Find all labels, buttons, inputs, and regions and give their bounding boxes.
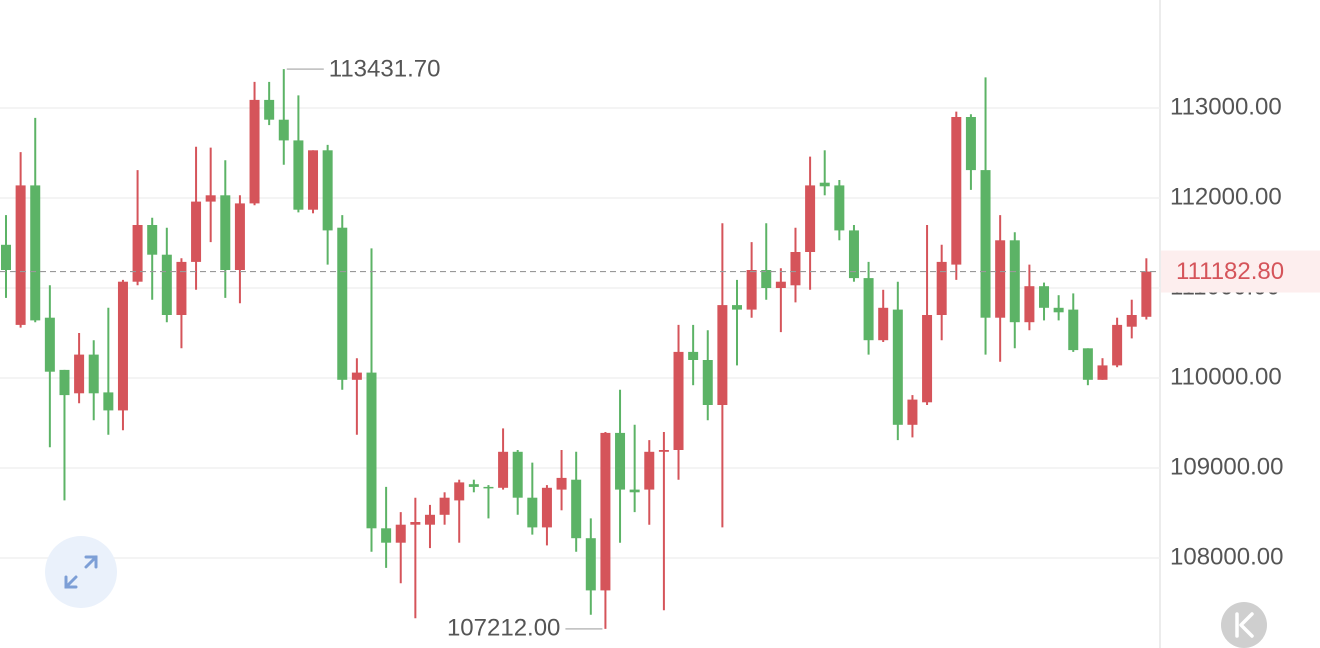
low-marker-label: 107212.00	[447, 614, 560, 641]
candle-body	[746, 270, 757, 310]
candle-body	[819, 182, 830, 187]
candle-body	[74, 354, 85, 394]
candle-body	[468, 484, 479, 487]
candle-body	[834, 185, 845, 231]
candle-body	[191, 201, 202, 262]
candle-body	[775, 281, 786, 288]
candle-body	[1068, 309, 1079, 351]
candle-body	[1097, 365, 1108, 380]
candle-body	[351, 372, 362, 380]
expand-button[interactable]	[45, 536, 117, 608]
candle-body	[717, 305, 728, 405]
last-price-box	[1161, 250, 1320, 293]
candle-body	[395, 524, 406, 543]
reset-icon[interactable]	[1235, 612, 1254, 638]
overlay: 113431.70 107212.00 111182.80	[0, 55, 1320, 641]
candle-body	[732, 305, 742, 310]
candle-body	[103, 392, 114, 411]
candle-body	[483, 486, 494, 489]
candle-body	[1126, 315, 1137, 327]
y-tick-label: 110000.00	[1170, 363, 1282, 390]
candle-body	[805, 185, 816, 252]
candle-body	[117, 281, 128, 411]
candle-body	[951, 117, 962, 265]
candle-body	[132, 225, 143, 282]
candle-body	[892, 309, 903, 425]
candle-body	[439, 497, 450, 515]
candle-body	[30, 185, 41, 321]
candle-body	[1112, 324, 1123, 366]
candle-body	[234, 203, 245, 270]
candle-body	[673, 351, 684, 450]
candle-body	[1053, 307, 1064, 313]
candle-body	[702, 360, 713, 405]
candle-body	[761, 270, 772, 288]
candle-body	[629, 489, 640, 493]
candle-body	[965, 117, 976, 171]
candle-body	[878, 307, 889, 341]
candle-body	[59, 369, 70, 396]
candle-body	[1024, 286, 1035, 323]
candle-body	[249, 99, 260, 204]
candle-body	[1, 244, 11, 270]
candle-body	[922, 315, 933, 403]
reset-button-bg[interactable]	[1221, 602, 1267, 648]
candle-body	[205, 195, 216, 202]
candle-body	[527, 497, 538, 528]
candle-body	[322, 150, 333, 231]
last-price-label: 111182.80	[1176, 258, 1284, 285]
candle-body	[907, 399, 918, 425]
candle-body	[176, 261, 187, 315]
candle-body	[556, 477, 567, 490]
candle-body	[308, 150, 319, 210]
candles	[1, 69, 1152, 629]
candle-body	[995, 240, 1006, 318]
candle-body	[644, 451, 655, 490]
candle-body	[424, 514, 435, 525]
candle-body	[980, 170, 991, 318]
candle-body	[600, 432, 611, 591]
candle-body	[147, 225, 158, 255]
candle-body	[161, 254, 172, 315]
candle-body	[1082, 348, 1093, 380]
grid: 108000.00109000.00110000.00111000.001120…	[0, 93, 1283, 570]
candle-body	[88, 354, 99, 394]
candle-body	[278, 119, 289, 141]
high-marker-label: 113431.70	[329, 55, 441, 82]
candle-body	[410, 522, 421, 525]
candle-body	[571, 479, 582, 539]
candle-body	[1039, 286, 1050, 308]
reset-button[interactable]	[1221, 602, 1267, 648]
candle-body	[366, 372, 377, 529]
candle-body	[848, 230, 859, 279]
y-tick-label: 113000.00	[1170, 93, 1282, 120]
candle-body	[658, 450, 669, 452]
candle-body	[615, 432, 626, 490]
candle-body	[44, 317, 55, 372]
y-tick-label: 108000.00	[1170, 543, 1283, 570]
candle-body	[220, 195, 231, 270]
candle-body	[264, 99, 275, 120]
candle-body	[1009, 240, 1020, 323]
candle-body	[1141, 271, 1152, 317]
candle-body	[454, 482, 465, 501]
candle-body	[863, 278, 874, 341]
candle-body	[381, 528, 392, 543]
candle-body	[936, 261, 947, 315]
candle-body	[585, 538, 596, 591]
y-tick-label: 112000.00	[1170, 183, 1282, 210]
expand-icon[interactable]	[64, 555, 98, 589]
candle-body	[337, 227, 348, 380]
candle-body	[293, 140, 304, 210]
candle-body	[498, 451, 509, 488]
candle-body	[688, 351, 699, 360]
candle-body	[15, 185, 26, 325]
expand-button-bg[interactable]	[45, 536, 117, 608]
candle-body	[512, 451, 523, 498]
y-tick-label: 109000.00	[1170, 453, 1283, 480]
candle-body	[790, 252, 801, 286]
candle-body	[541, 487, 552, 528]
